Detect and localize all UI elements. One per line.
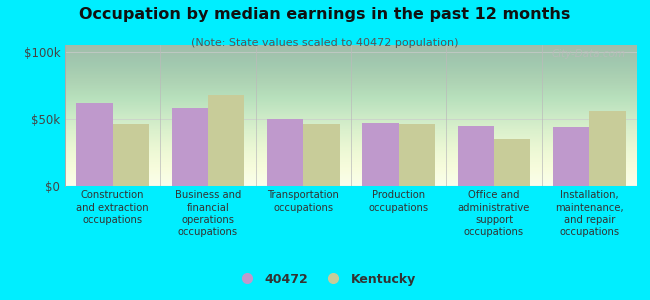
- Bar: [208, 95, 244, 186]
- Bar: [304, 124, 339, 186]
- Bar: [458, 126, 494, 186]
- Bar: [494, 139, 530, 186]
- Bar: [267, 119, 304, 186]
- Legend: 40472, Kentucky: 40472, Kentucky: [229, 268, 421, 291]
- Bar: [553, 127, 590, 186]
- Text: Occupation by median earnings in the past 12 months: Occupation by median earnings in the pas…: [79, 8, 571, 22]
- Bar: [590, 111, 625, 186]
- Text: (Note: State values scaled to 40472 population): (Note: State values scaled to 40472 popu…: [191, 38, 459, 47]
- Bar: [112, 124, 149, 186]
- Bar: [172, 108, 208, 186]
- Text: City-Data.com: City-Data.com: [551, 49, 625, 59]
- Bar: [398, 124, 435, 186]
- Bar: [363, 123, 398, 186]
- Bar: [77, 103, 112, 186]
